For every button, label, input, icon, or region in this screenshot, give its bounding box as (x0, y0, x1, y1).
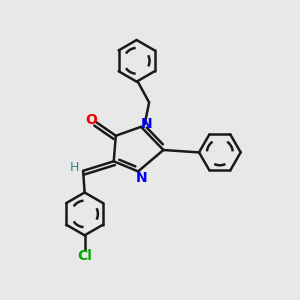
Text: H: H (70, 161, 80, 174)
Text: N: N (141, 117, 152, 131)
Text: O: O (85, 113, 97, 127)
Text: Cl: Cl (77, 249, 92, 263)
Text: N: N (135, 171, 147, 185)
